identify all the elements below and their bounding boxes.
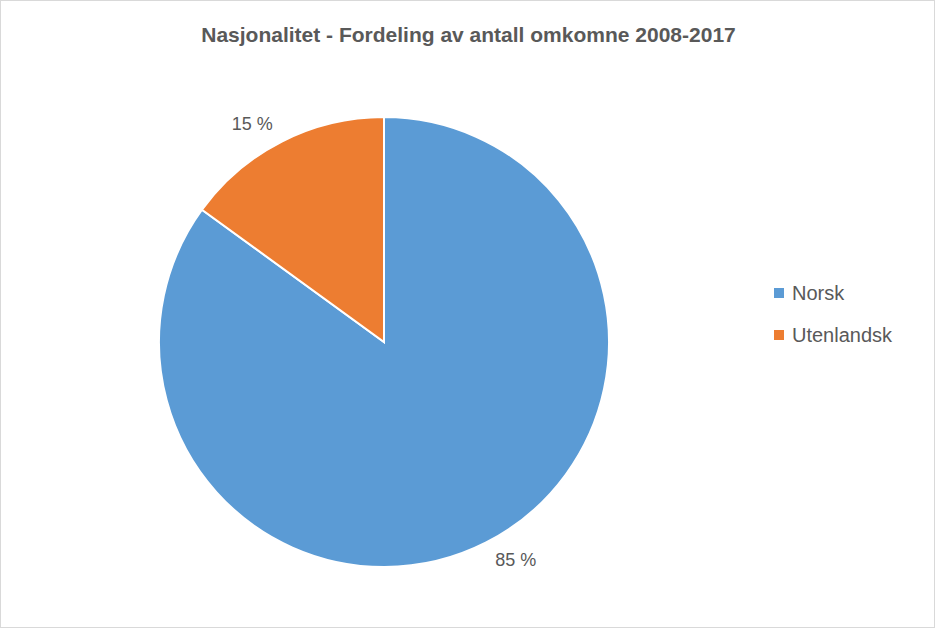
- html-text:Norsk: Norsk: [792, 281, 845, 304]
- html-text:Nasjonalitet - Fordeling av an: Nasjonalitet - Fordeling av antall omkom…: [201, 23, 736, 46]
- html-text:Utenlandsk: Utenlandsk: [792, 323, 893, 346]
- svg-text:15 %: 15 %: [232, 114, 273, 134]
- svg-text:85 %: 85 %: [495, 550, 536, 570]
